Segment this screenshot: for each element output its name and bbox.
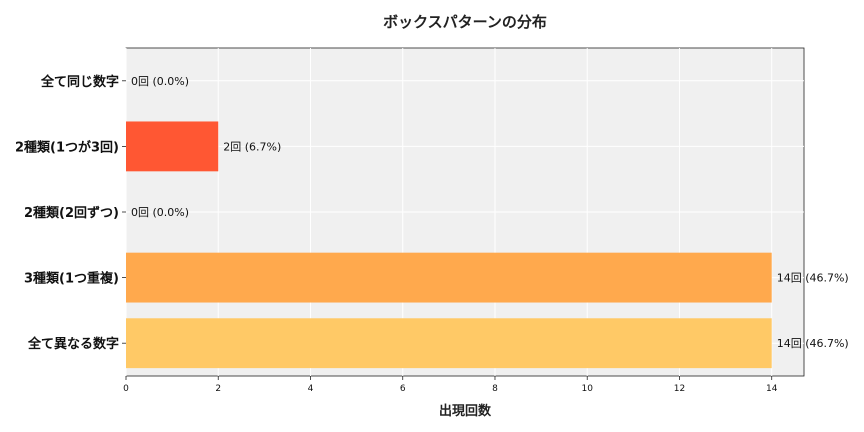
x-tick-label: 0 <box>123 384 129 394</box>
y-category-label: 全て同じ数字 <box>40 74 119 90</box>
x-tick-label: 12 <box>674 384 685 394</box>
bars <box>126 121 772 369</box>
bar <box>126 121 219 172</box>
chart-title: ボックスパターンの分布 <box>383 13 547 31</box>
data-labels: 0回 (0.0%) 2回 (6.7%) 0回 (0.0%) 14回 (46.7%) 14… <box>131 75 849 350</box>
x-axis-ticks: 0 2 4 6 8 10 12 14 <box>123 376 778 394</box>
x-tick-label: 8 <box>492 384 498 394</box>
bar-value-label: 0回 (0.0%) <box>131 206 189 219</box>
y-category-label: 全て異なる数字 <box>27 336 119 352</box>
y-axis-categories: 全て同じ数字 2種類(1つが3回) 2種類(2回ずつ) 3種類(1つ重複) 全て異なる数… <box>15 74 126 352</box>
x-tick-label: 2 <box>215 384 221 394</box>
y-category-label: 3種類(1つ重複) <box>24 271 119 287</box>
bar-value-label: 2回 (6.7%) <box>223 140 281 153</box>
bar <box>126 318 772 369</box>
bar-value-label: 0回 (0.0%) <box>131 75 189 88</box>
bar <box>126 252 772 303</box>
y-category-label: 2種類(1つが3回) <box>15 139 119 155</box>
bar-value-label: 14回 (46.7%) <box>777 337 849 350</box>
x-axis-label: 出現回数 <box>439 403 492 419</box>
x-tick-label: 4 <box>308 384 314 394</box>
bar-value-label: 14回 (46.7%) <box>777 272 849 285</box>
x-tick-label: 14 <box>766 384 778 394</box>
y-category-label: 2種類(2回ずつ) <box>24 205 119 221</box>
x-tick-label: 6 <box>400 384 406 394</box>
x-tick-label: 10 <box>581 384 593 394</box>
